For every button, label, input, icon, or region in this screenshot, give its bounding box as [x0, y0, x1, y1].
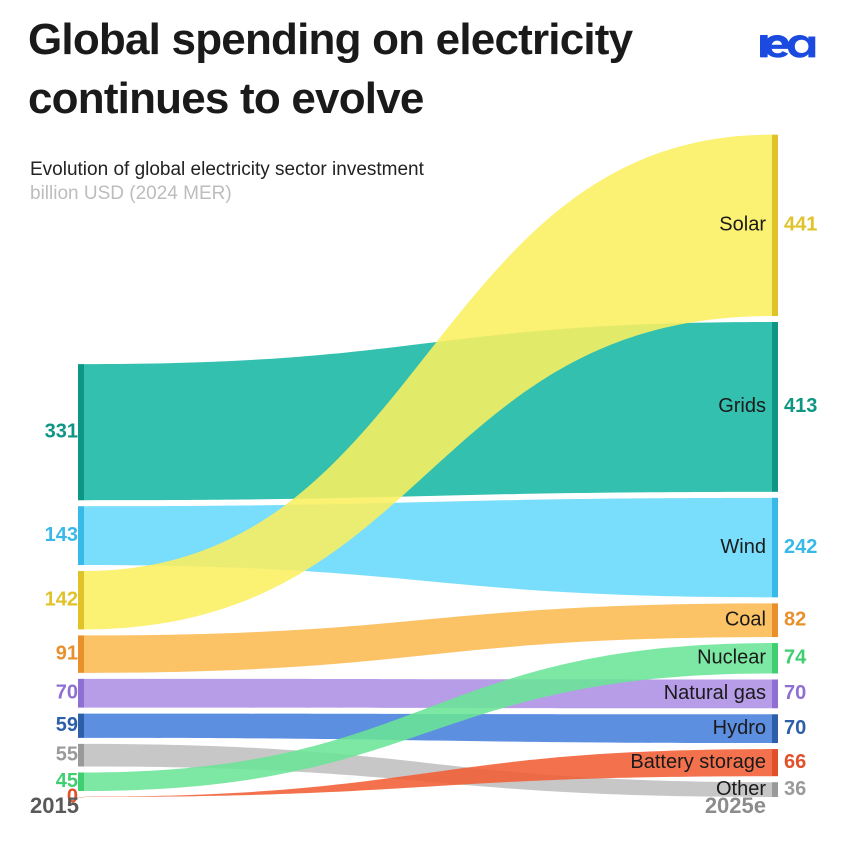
svg-text:74: 74	[784, 647, 807, 669]
svg-text:143: 143	[45, 524, 78, 546]
svg-text:59: 59	[56, 714, 78, 736]
svg-text:2025e: 2025e	[705, 793, 766, 818]
svg-text:Battery storage: Battery storage	[630, 751, 766, 773]
svg-text:Wind: Wind	[720, 536, 766, 558]
svg-text:2015: 2015	[30, 793, 79, 818]
svg-text:70: 70	[784, 682, 806, 704]
svg-text:55: 55	[56, 743, 78, 765]
svg-text:36: 36	[784, 778, 806, 800]
svg-text:91: 91	[56, 642, 78, 664]
svg-text:Nuclear: Nuclear	[697, 647, 766, 669]
svg-text:Natural gas: Natural gas	[664, 682, 766, 704]
svg-text:Grids: Grids	[718, 395, 766, 417]
svg-text:142: 142	[45, 588, 78, 610]
svg-text:413: 413	[784, 395, 817, 417]
svg-text:331: 331	[45, 420, 78, 442]
svg-text:441: 441	[784, 214, 817, 236]
svg-text:70: 70	[784, 717, 806, 739]
svg-text:242: 242	[784, 536, 817, 558]
svg-text:Coal: Coal	[725, 608, 766, 630]
svg-text:70: 70	[56, 681, 78, 703]
svg-text:82: 82	[784, 608, 806, 630]
svg-text:Solar: Solar	[719, 214, 766, 236]
svg-text:Hydro: Hydro	[713, 717, 766, 739]
svg-text:66: 66	[784, 751, 806, 773]
